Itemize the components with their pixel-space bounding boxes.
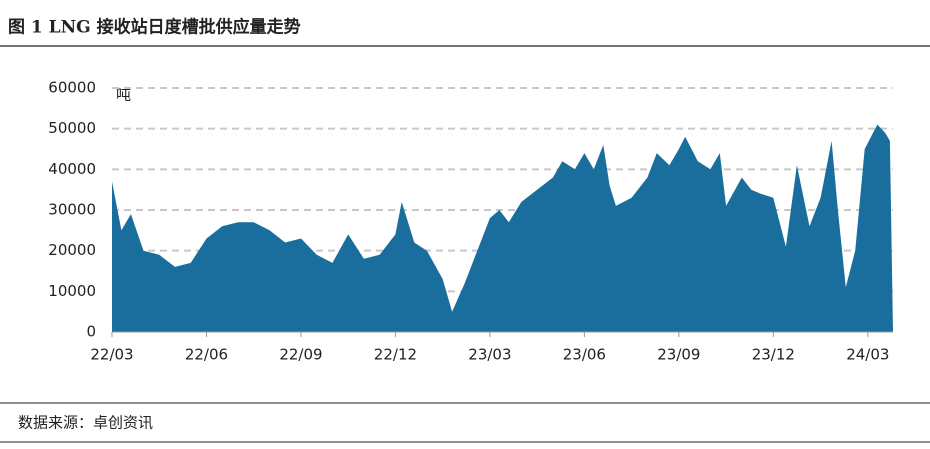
x-tick-label: 24/03 — [846, 346, 889, 364]
source: 数据来源：卓创资讯 — [18, 414, 153, 432]
x-tick-label: 22/09 — [279, 346, 322, 364]
x-tick-label: 23/12 — [752, 346, 795, 364]
y-tick-label: 10000 — [48, 282, 96, 300]
x-tick-label: 23/06 — [563, 346, 606, 364]
y-unit: 吨 — [116, 86, 131, 104]
area — [112, 124, 893, 332]
x-tick-label: 23/03 — [468, 346, 511, 364]
y-tick-label: 50000 — [48, 119, 96, 137]
y-tick-label: 60000 — [48, 79, 96, 97]
y-tick-label: 40000 — [48, 160, 96, 178]
y-tick-label: 30000 — [48, 201, 96, 219]
x-tick-label: 22/12 — [374, 346, 417, 364]
y-tick-label: 0 — [86, 323, 96, 341]
x-tick-label: 23/09 — [657, 346, 700, 364]
x-tick-label: 22/06 — [185, 346, 228, 364]
y-tick-label: 20000 — [48, 241, 96, 259]
x-tick-label: 22/03 — [90, 346, 133, 364]
chart-title: 图 1 LNG 接收站日度槽批供应量走势 — [8, 17, 301, 38]
